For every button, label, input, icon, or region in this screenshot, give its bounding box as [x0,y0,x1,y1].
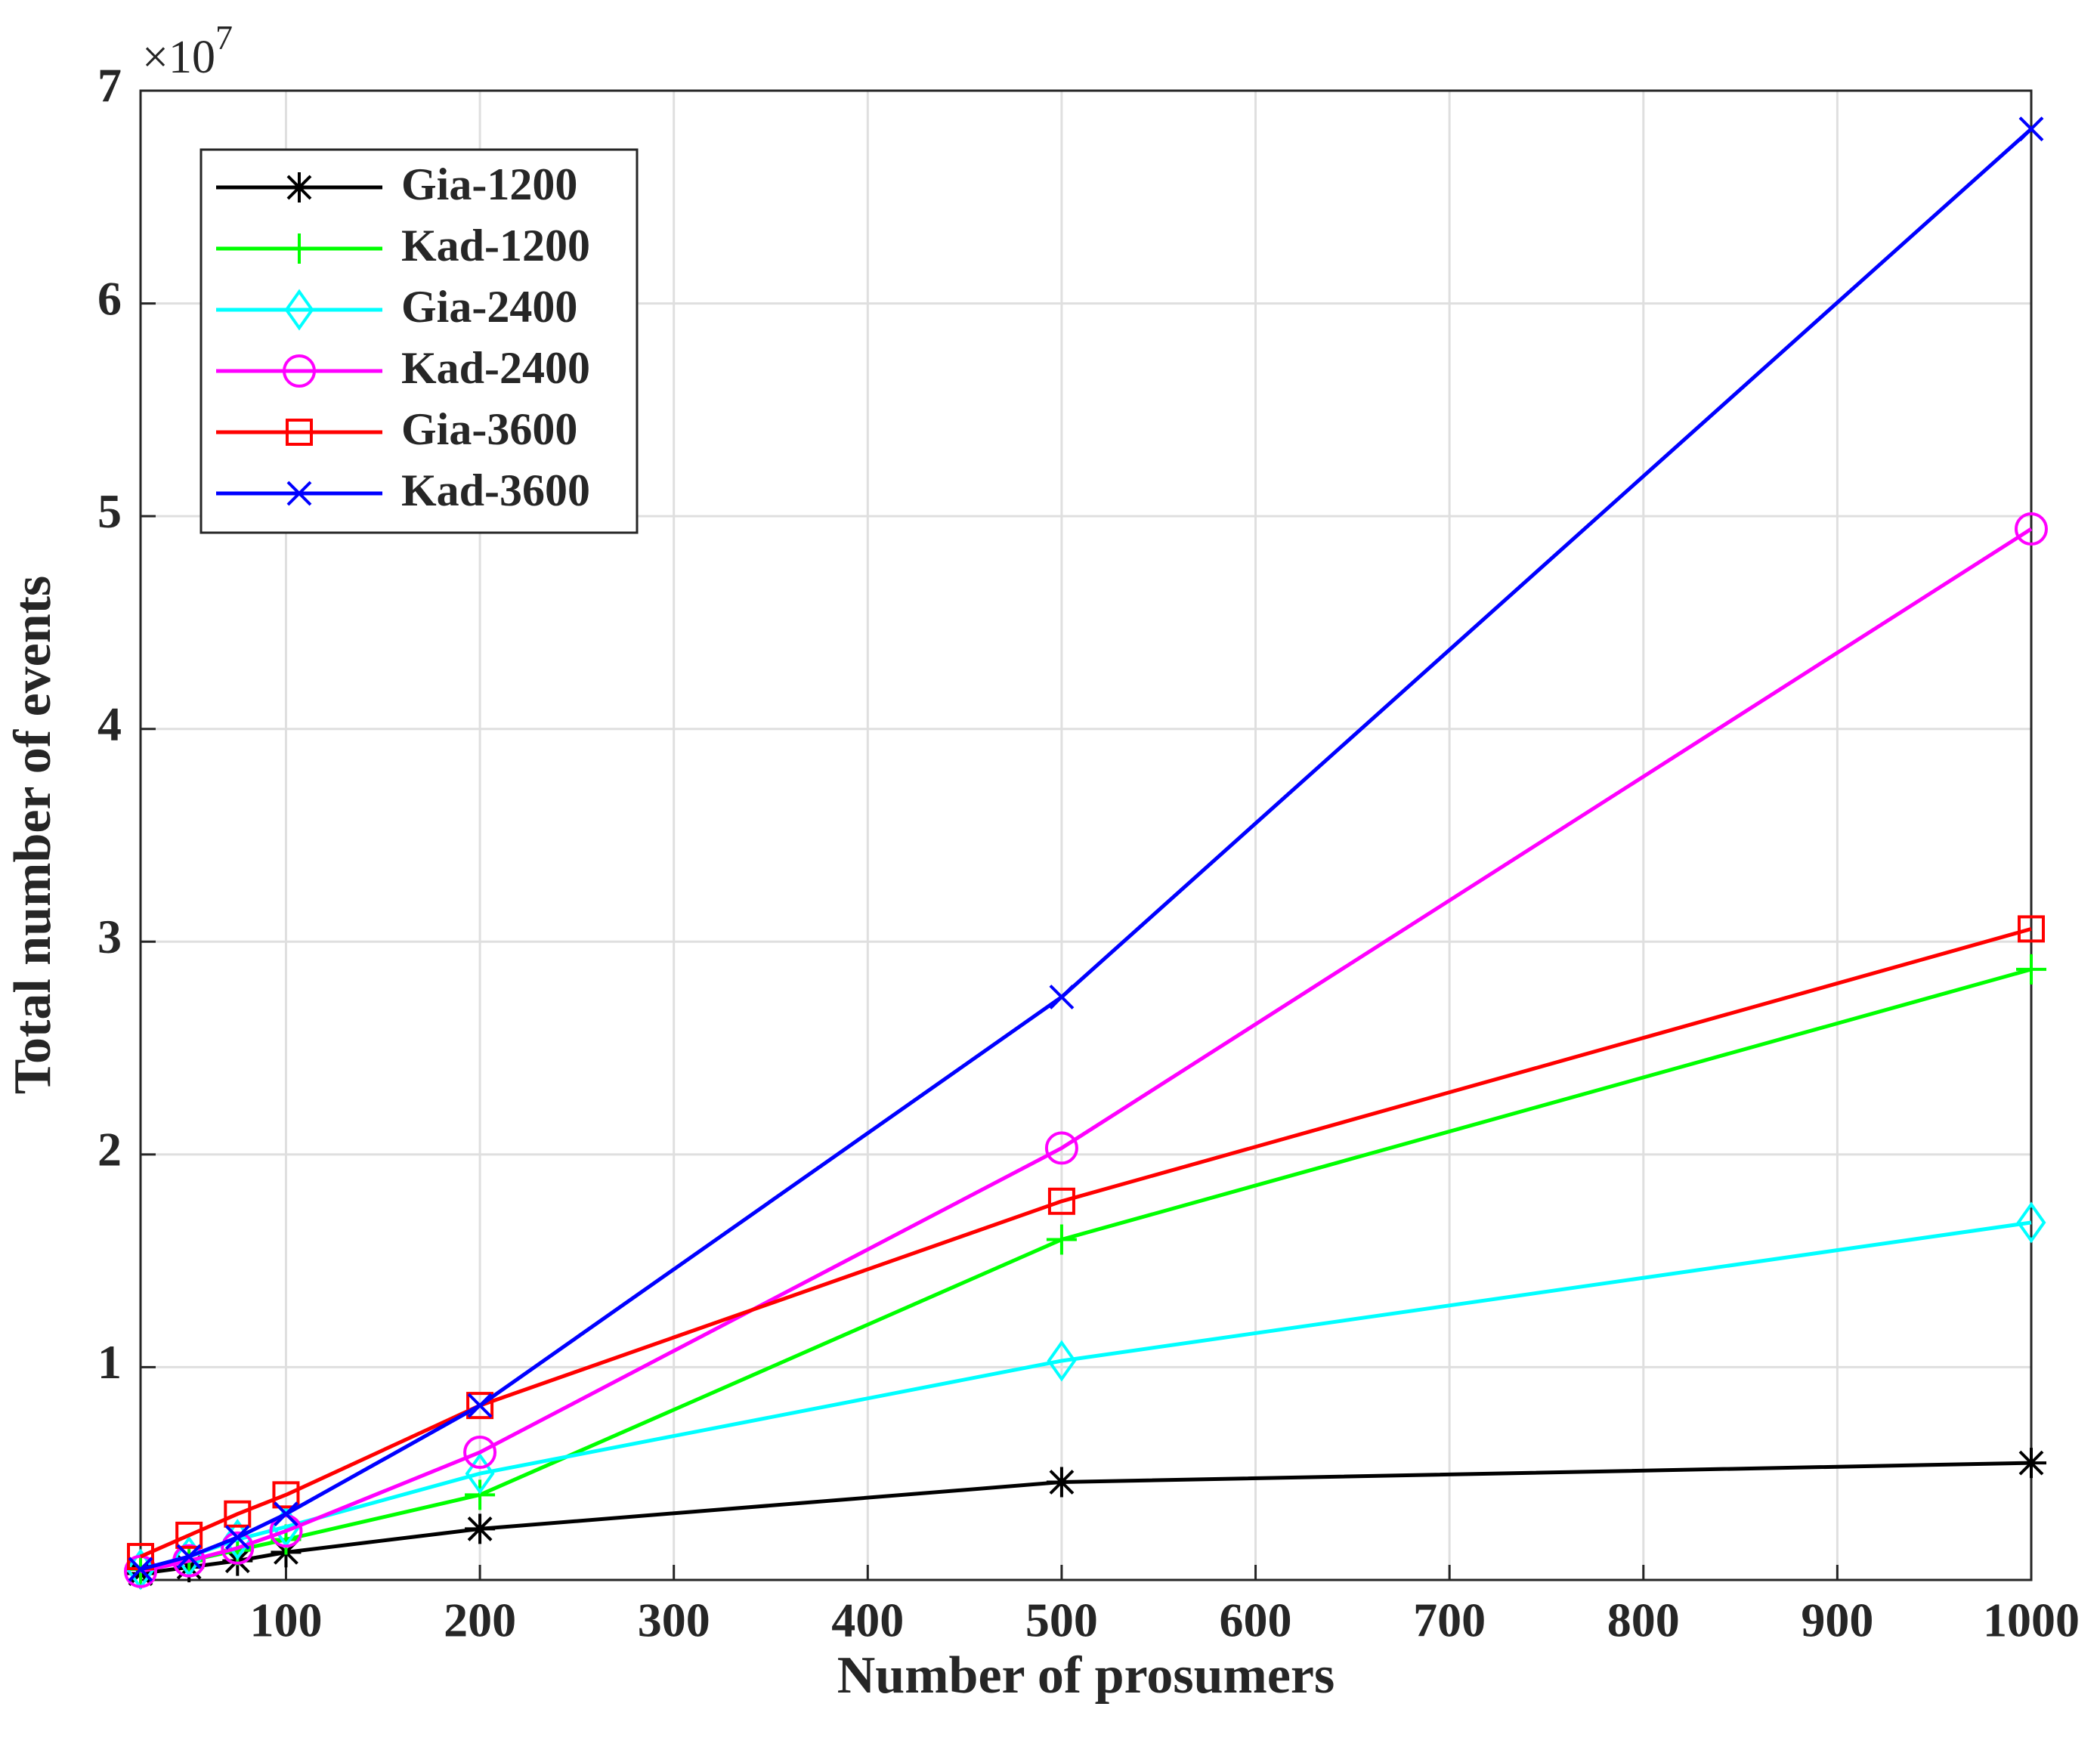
data-point [2018,915,2045,943]
series-line [140,527,2033,1574]
data-point [1047,1340,1077,1382]
data-point [1044,1131,1078,1165]
data-point [1046,1467,1077,1498]
data-point [2016,1201,2046,1244]
x-tick-label: 700 [1413,1594,1486,1647]
x-tick-label: 300 [638,1594,710,1647]
data-point [1046,1224,1077,1255]
y-tick-label: 3 [97,910,122,963]
data-point [467,1393,493,1418]
plot-frame [139,89,2033,1581]
data-point [1047,1187,1075,1215]
x-tick-label: 200 [444,1594,516,1647]
data-point [224,1500,252,1528]
legend-label: Gia-3600 [401,404,577,454]
legend-label: Gia-1200 [401,159,577,209]
data-point [2016,954,2046,985]
data-point [2015,512,2048,546]
y-tick-label: 5 [97,484,122,538]
data-point [2018,116,2044,142]
y-tick-label: 7 [97,59,122,113]
legend-marker [286,481,312,506]
x-tick-label: 600 [1220,1594,1292,1647]
x-tick-label: 500 [1025,1594,1098,1647]
legend-marker [283,354,316,388]
data-point [128,1557,153,1582]
y-axis-label: Total number of events [4,576,62,1094]
data-point [465,1452,495,1495]
x-axis-label: Number of prosumers [837,1646,1335,1705]
y-tick-label: 4 [97,697,122,750]
y-tick-label: 2 [97,1123,122,1176]
data-point [465,1479,496,1510]
x-tick-label: 100 [249,1594,322,1647]
legend-label: Kad-3600 [401,465,590,515]
data-point [466,1392,494,1420]
legend-box [199,148,639,534]
legend-marker [284,172,314,202]
y-scale-base: ×10 [142,32,215,83]
data-point [221,1531,255,1565]
series-line [139,926,2032,1559]
x-tick-label: 400 [831,1594,904,1647]
legend-marker [284,233,314,264]
legend-marker [286,419,313,446]
legend-label: Kad-1200 [401,221,590,271]
legend-label: Gia-2400 [401,282,577,332]
data-point [272,1481,300,1509]
x-tick-label: 1000 [1983,1594,2080,1647]
x-tick-label: 900 [1801,1594,1873,1647]
data-point [463,1436,497,1470]
data-point [2016,1448,2046,1479]
y-tick-label: 6 [97,271,122,325]
data-point [175,1521,203,1549]
legend-marker [284,289,314,331]
data-point [176,1544,202,1569]
data-point [224,1525,250,1550]
data-point [1049,985,1075,1009]
y-scale-label: ×107 [142,18,233,84]
data-point [274,1501,298,1527]
data-point [465,1513,496,1544]
legend-label: Kad-2400 [401,343,590,393]
x-tick-label: 800 [1607,1594,1680,1647]
y-tick-label: 1 [97,1335,122,1389]
y-scale-exponent: 7 [215,18,233,57]
